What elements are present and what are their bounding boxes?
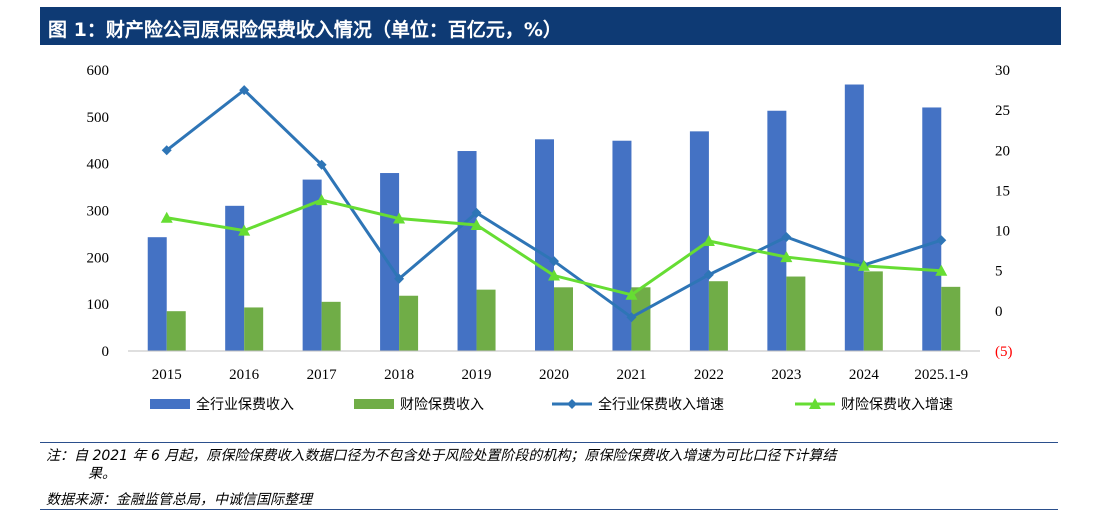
right-axis-tick-label: 30 bbox=[995, 63, 1010, 79]
right-axis-tick-label: 5 bbox=[995, 264, 1003, 280]
bar-pc-premium bbox=[554, 287, 573, 351]
bar-industry-premium bbox=[225, 205, 245, 351]
x-axis-tick-label: 2020 bbox=[539, 367, 569, 383]
line-layer bbox=[160, 85, 948, 323]
left-axis-tick-label: 200 bbox=[87, 250, 110, 266]
x-axis-tick-label: 2024 bbox=[849, 367, 880, 383]
left-axis-tick-label: 500 bbox=[87, 110, 110, 126]
point-pc-growth bbox=[935, 264, 948, 276]
footnote-text: 自 2021 年 6 月起，原保险保费收入数据口径为不包含处于风险处置阶段的机构… bbox=[74, 448, 837, 464]
x-axis-tick-label: 2022 bbox=[694, 367, 724, 383]
legend-label: 全行业保费收入 bbox=[196, 396, 294, 413]
point-industry-growth bbox=[781, 231, 792, 242]
bar-industry-premium bbox=[689, 131, 709, 351]
bar-industry-premium bbox=[922, 107, 942, 351]
bar-industry-premium bbox=[302, 179, 322, 351]
point-industry-growth bbox=[936, 235, 947, 246]
bar-industry-premium bbox=[535, 139, 554, 351]
footnote-label: 注： bbox=[46, 448, 74, 464]
point-pc-growth bbox=[702, 235, 715, 247]
bar-pc-premium bbox=[631, 287, 651, 351]
point-industry-growth bbox=[316, 159, 327, 170]
legend-label: 财险保费收入增速 bbox=[841, 397, 953, 413]
legend-item: 全行业保费收入 bbox=[150, 396, 294, 413]
point-pc-growth bbox=[315, 194, 328, 206]
legend-item: 财险保费收入 bbox=[354, 397, 484, 413]
right-axis-ticks: (5) 0 5 10 15 20 25 30 bbox=[995, 63, 1013, 360]
divider-top bbox=[40, 442, 1058, 443]
chart-svg: 0 100 200 300 400 500 600 (5) 0 5 10 15 20 25 30 2015… bbox=[87, 63, 1013, 413]
point-industry-growth bbox=[471, 207, 482, 218]
point-industry-growth bbox=[703, 269, 714, 280]
point-pc-growth bbox=[160, 211, 173, 223]
right-axis-tick-label: 10 bbox=[995, 224, 1010, 240]
left-axis-tick-label: 400 bbox=[87, 157, 110, 173]
bar-pc-premium bbox=[941, 286, 961, 351]
bar-layer bbox=[147, 84, 961, 352]
point-industry-growth bbox=[626, 312, 637, 323]
point-pc-growth bbox=[857, 259, 870, 271]
right-axis-tick-label: 0 bbox=[995, 304, 1003, 320]
legend: 全行业保费收入 财险保费收入 全行业保费收入增速 财险保费收入增速 bbox=[150, 396, 953, 413]
point-pc-growth bbox=[548, 269, 560, 281]
divider-bottom bbox=[40, 509, 1058, 510]
left-axis-tick-label: 100 bbox=[87, 297, 110, 313]
point-industry-growth bbox=[549, 256, 559, 267]
legend-item: 全行业保费收入增速 bbox=[552, 396, 724, 413]
point-industry-growth bbox=[161, 145, 172, 156]
right-axis-tick-label: 20 bbox=[995, 143, 1010, 159]
left-axis-tick-label: 600 bbox=[87, 63, 110, 79]
bar-pc-premium bbox=[166, 311, 186, 351]
x-axis-tick-label: 2021 bbox=[616, 367, 646, 383]
data-source: 数据来源：金融监管总局，中诚信国际整理 bbox=[46, 492, 312, 508]
right-axis-tick-label: 15 bbox=[995, 183, 1010, 199]
right-axis-tick-label: (5) bbox=[995, 344, 1013, 360]
point-pc-growth bbox=[393, 212, 406, 224]
legend-marker bbox=[809, 398, 821, 409]
bar-industry-premium bbox=[844, 84, 864, 351]
right-axis-tick-label: 25 bbox=[995, 103, 1010, 119]
bar-pc-premium bbox=[399, 295, 419, 351]
bar-pc-premium bbox=[863, 271, 883, 351]
point-industry-growth bbox=[239, 85, 250, 96]
bar-industry-premium bbox=[767, 110, 787, 352]
left-axis-tick-label: 0 bbox=[102, 344, 110, 360]
legend-swatch bbox=[354, 399, 394, 409]
x-axis-ticks: 2015 2016 2017 2018 2019 2020 2021 2022 2023 2024… bbox=[152, 367, 968, 383]
x-axis-tick-label: 2025.1-9 bbox=[914, 367, 968, 383]
point-pc-growth bbox=[625, 288, 638, 300]
legend-item: 财险保费收入增速 bbox=[795, 397, 953, 413]
bar-pc-premium bbox=[786, 276, 806, 351]
x-axis-tick-label: 2017 bbox=[307, 367, 338, 383]
x-axis-tick-label: 2019 bbox=[462, 367, 492, 383]
bar-pc-premium bbox=[708, 281, 728, 351]
point-pc-growth bbox=[780, 251, 793, 263]
point-industry-growth bbox=[394, 273, 405, 284]
legend-swatch bbox=[150, 399, 190, 409]
bar-pc-premium bbox=[476, 289, 496, 351]
x-axis-tick-label: 2015 bbox=[152, 367, 182, 383]
bar-industry-premium bbox=[380, 173, 400, 351]
point-pc-growth bbox=[238, 224, 251, 236]
legend-label: 财险保费收入 bbox=[400, 397, 484, 413]
footnote: 注：自 2021 年 6 月起，原保险保费收入数据口径为不包含处于风险处置阶段的… bbox=[46, 447, 1058, 483]
left-axis-ticks: 0 100 200 300 400 500 600 bbox=[87, 63, 110, 360]
chart-title: 图 1：财产险公司原保险保费收入情况（单位：百亿元，%） bbox=[48, 19, 562, 41]
x-axis-tick-label: 2018 bbox=[384, 367, 414, 383]
x-axis-tick-label: 2023 bbox=[771, 367, 801, 383]
bar-pc-premium bbox=[244, 307, 264, 351]
title-bar: 图 1：财产险公司原保险保费收入情况（单位：百亿元，%） bbox=[40, 7, 1061, 45]
left-axis-tick-label: 300 bbox=[87, 204, 110, 220]
x-axis-tick-label: 2016 bbox=[229, 367, 260, 383]
point-pc-growth bbox=[470, 218, 483, 230]
bar-industry-premium bbox=[147, 237, 167, 351]
footnote-text-continued: 果。 bbox=[88, 466, 116, 482]
bar-industry-premium bbox=[457, 151, 477, 351]
bar-industry-premium bbox=[612, 140, 632, 351]
legend-label: 全行业保费收入增速 bbox=[598, 396, 724, 413]
bar-pc-premium bbox=[321, 301, 341, 351]
legend-marker bbox=[567, 399, 577, 409]
